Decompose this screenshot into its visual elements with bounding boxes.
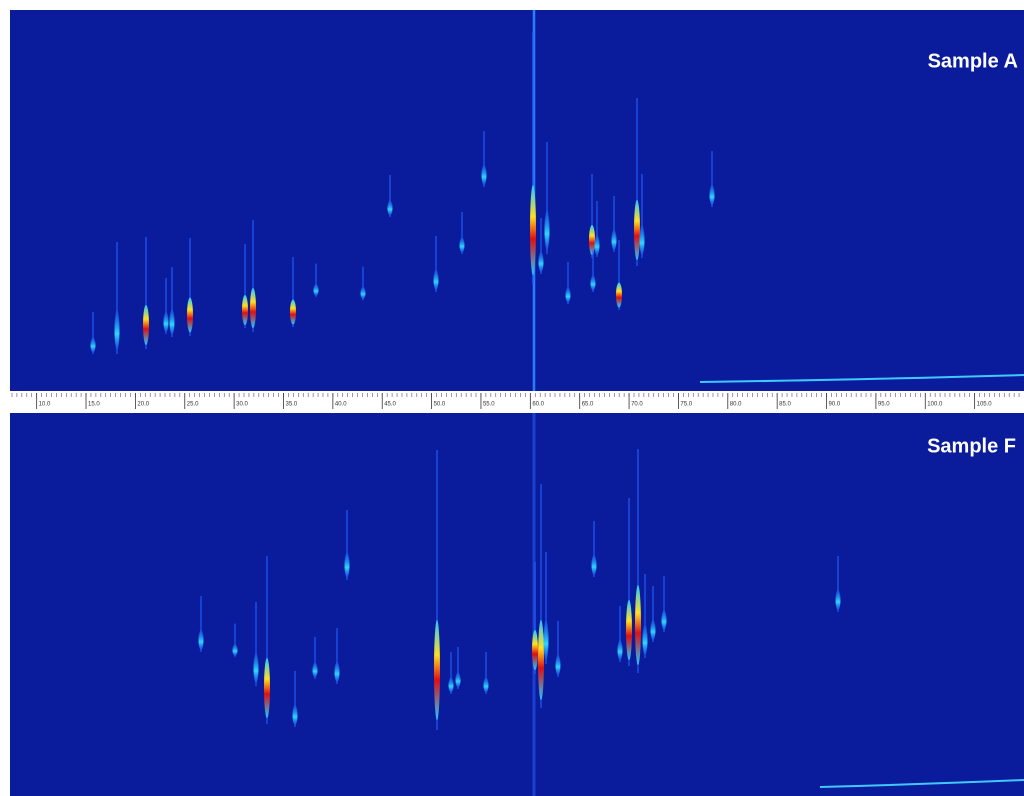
panel-label: Sample F — [927, 435, 1016, 457]
peak — [114, 310, 120, 350]
peak — [313, 284, 319, 296]
tick-label: 25.0 — [187, 402, 199, 408]
peak — [591, 555, 597, 575]
peaks — [90, 32, 841, 730]
tick-label: 65.0 — [582, 402, 594, 408]
peak — [538, 620, 544, 700]
tick-label: 60.0 — [532, 402, 544, 408]
panel-label: Sample A — [928, 50, 1018, 72]
tick-label: 90.0 — [829, 402, 841, 408]
ruler-ticks: 10.0 15.0 20.0 25.0 30.0 35.0 40.0 45.0 50.0 55.0… — [11, 393, 1020, 409]
peak — [635, 585, 641, 665]
peak — [639, 225, 645, 255]
tick-label: 105.0 — [977, 402, 993, 408]
peak — [589, 225, 595, 255]
tick-label: 75.0 — [680, 402, 692, 408]
peak — [543, 620, 549, 660]
peak — [634, 200, 640, 260]
tick-label: 30.0 — [236, 402, 248, 408]
baseline-drift — [699, 374, 1024, 383]
tick-label: 85.0 — [779, 402, 791, 408]
peak — [143, 305, 149, 345]
tick-label: 100.0 — [927, 402, 943, 408]
peak — [434, 620, 440, 720]
tick-label: 80.0 — [730, 402, 742, 408]
tick-label: 15.0 — [88, 402, 100, 408]
ruler — [10, 392, 1024, 412]
peak — [360, 287, 366, 299]
peak — [455, 672, 461, 688]
peak — [292, 705, 298, 725]
peak — [642, 625, 648, 655]
peak — [169, 309, 175, 335]
peak — [90, 337, 96, 353]
peak — [334, 662, 340, 682]
peak — [232, 644, 238, 656]
tick-label: 40.0 — [335, 402, 347, 408]
peak — [387, 200, 393, 216]
peak — [661, 610, 667, 630]
peak — [448, 677, 454, 693]
peak — [617, 640, 623, 660]
peak — [616, 282, 622, 308]
peak — [264, 658, 270, 718]
peak — [163, 312, 169, 332]
peak — [344, 552, 350, 578]
peak — [532, 630, 538, 670]
panel-f — [10, 413, 1024, 796]
peak — [590, 275, 596, 291]
peak — [242, 295, 248, 325]
peak — [565, 287, 571, 303]
tick-label: 10.0 — [39, 402, 51, 408]
tick-label: 45.0 — [384, 402, 396, 408]
peak — [626, 600, 632, 660]
peak — [433, 270, 439, 290]
peak — [530, 185, 536, 275]
tick-label: 55.0 — [483, 402, 495, 408]
tick-label: 95.0 — [878, 402, 890, 408]
peak — [835, 590, 841, 610]
peak — [650, 620, 656, 640]
baseline-drift — [819, 779, 1024, 788]
tick-label: 70.0 — [631, 402, 643, 408]
panel-a — [10, 10, 1024, 391]
peak — [290, 299, 296, 325]
peak — [594, 235, 600, 255]
peak — [187, 297, 193, 333]
peak — [481, 165, 487, 185]
peak — [555, 655, 561, 675]
peak — [483, 677, 489, 693]
peak — [198, 630, 204, 650]
peak — [253, 653, 259, 683]
peak — [538, 252, 544, 272]
peak — [312, 662, 318, 678]
tick-label: 20.0 — [137, 402, 149, 408]
peak — [709, 185, 715, 205]
tick-label: 35.0 — [285, 402, 297, 408]
peak — [459, 237, 465, 253]
tick-label: 50.0 — [434, 402, 446, 408]
peak — [250, 288, 256, 328]
peak — [544, 210, 550, 250]
peak — [611, 230, 617, 250]
